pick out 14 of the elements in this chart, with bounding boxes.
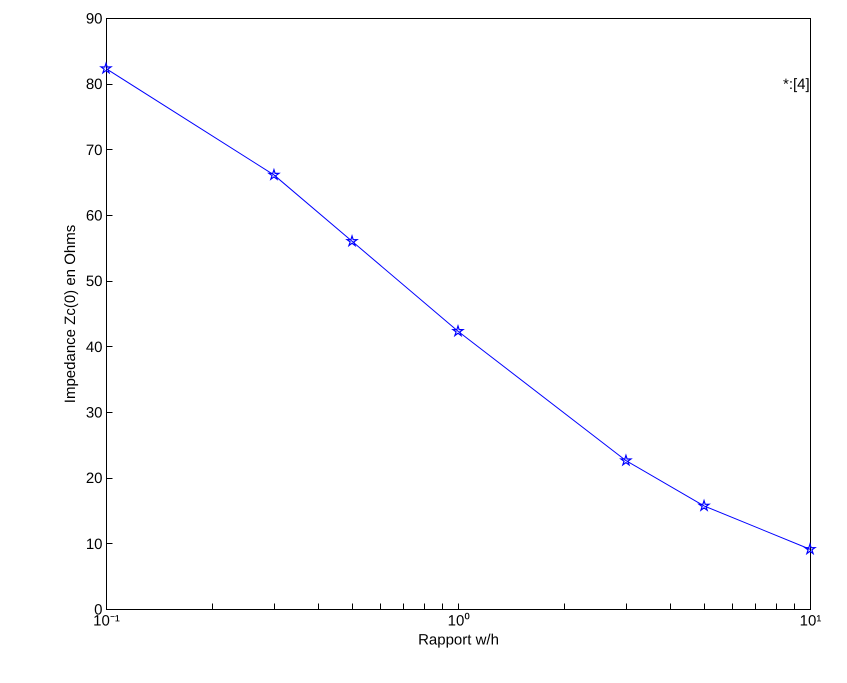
annotation: *:[4]: [783, 76, 810, 93]
y-tick-label: 80: [86, 76, 102, 94]
y-tick-label: 10: [86, 536, 102, 553]
y-tick-label: 20: [86, 470, 102, 488]
y-axis-title: Impedance Zc(0) en Ohms: [62, 224, 79, 404]
y-tick-label: 70: [86, 142, 102, 159]
y-tick-label: 90: [86, 10, 102, 28]
y-tick-label: 50: [86, 273, 102, 290]
x-tick-label: 10¹: [800, 612, 822, 630]
y-tick-label: 40: [86, 338, 102, 356]
x-axis-title: Rapport w/h: [418, 632, 499, 648]
y-tick-label: 30: [86, 404, 102, 422]
y-tick-label: 60: [86, 208, 102, 224]
x-tick-label: 10⁰: [448, 612, 470, 630]
